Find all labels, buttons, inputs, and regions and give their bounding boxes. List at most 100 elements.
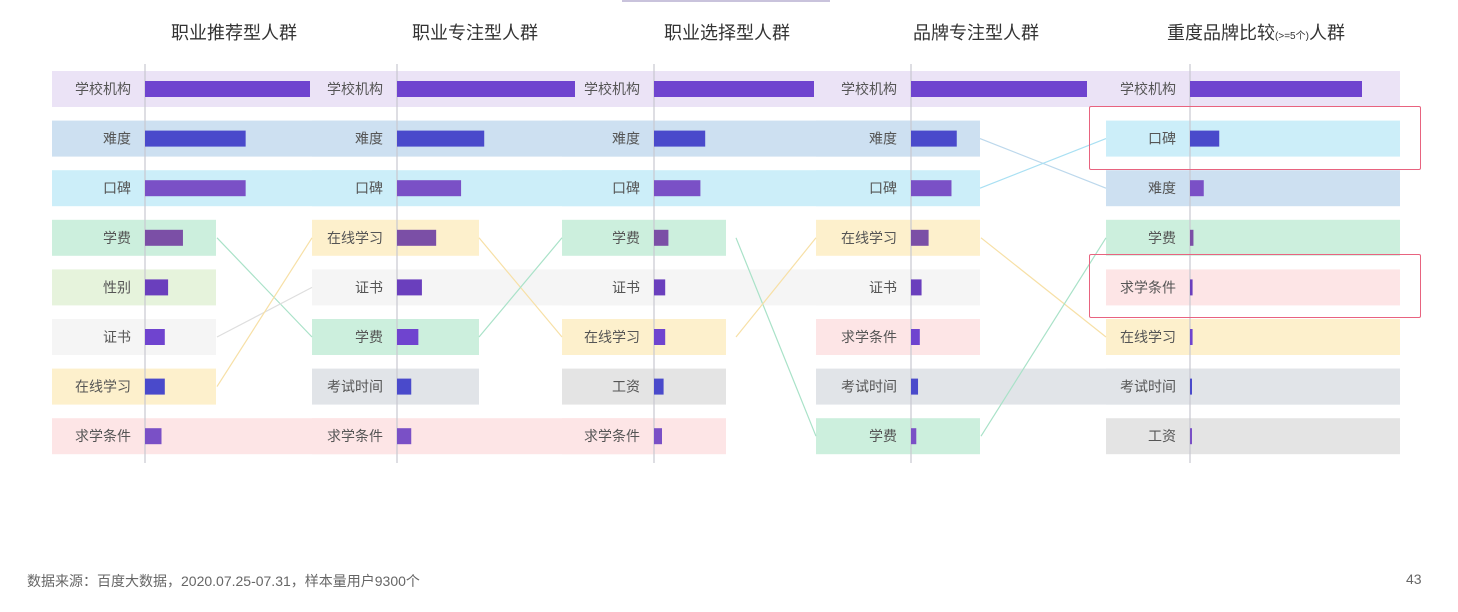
band-性别 bbox=[52, 269, 216, 306]
bar-难度 bbox=[654, 130, 706, 147]
band-口碑 bbox=[1106, 120, 1400, 157]
band-学费 bbox=[1106, 219, 1400, 256]
category-label-求学条件: 求学条件 bbox=[584, 428, 640, 444]
category-label-考试时间: 考试时间 bbox=[327, 379, 383, 395]
bar-口碑 bbox=[397, 180, 462, 197]
band-在线学习 bbox=[816, 219, 980, 256]
highlight-box-求学条件 bbox=[1089, 254, 1421, 319]
bar-工资 bbox=[1190, 428, 1192, 445]
category-label-学费: 学费 bbox=[103, 230, 131, 246]
category-label-性别: 性别 bbox=[103, 279, 131, 295]
bar-学费 bbox=[1190, 229, 1194, 246]
category-label-口碑: 口碑 bbox=[355, 180, 383, 196]
category-label-求学条件: 求学条件 bbox=[75, 428, 131, 444]
bar-学校机构 bbox=[911, 81, 1087, 97]
column-title-4: 品牌专注型人群 bbox=[913, 23, 1039, 43]
band-学费 bbox=[562, 219, 726, 256]
bar-考试时间 bbox=[1190, 378, 1192, 395]
category-label-在线学习: 在线学习 bbox=[841, 230, 897, 246]
category-label-学校机构: 学校机构 bbox=[584, 81, 640, 97]
bar-学校机构 bbox=[1190, 81, 1362, 97]
bar-难度 bbox=[397, 130, 485, 147]
category-label-难度: 难度 bbox=[612, 131, 640, 147]
bar-学费 bbox=[397, 329, 419, 345]
bar-学费 bbox=[145, 229, 183, 246]
bar-学校机构 bbox=[654, 81, 814, 97]
connector-学费 bbox=[735, 237, 817, 437]
bar-证书 bbox=[397, 279, 422, 296]
category-label-难度: 难度 bbox=[1148, 180, 1176, 196]
column-title-3: 职业选择型人群 bbox=[664, 23, 790, 43]
category-label-学费: 学费 bbox=[612, 230, 640, 246]
band-学费 bbox=[312, 319, 479, 355]
bar-求学条件 bbox=[654, 428, 662, 445]
band-考试时间 bbox=[1106, 368, 1400, 405]
category-label-口碑: 口碑 bbox=[103, 180, 131, 196]
band-证书 bbox=[816, 269, 980, 306]
bars bbox=[145, 81, 1362, 445]
bar-在线学习 bbox=[1190, 329, 1193, 345]
connector-学费 bbox=[980, 237, 1107, 437]
band-求学条件 bbox=[1106, 269, 1400, 306]
category-label-难度: 难度 bbox=[355, 131, 383, 147]
category-label-求学条件: 求学条件 bbox=[327, 428, 383, 444]
bar-性别 bbox=[145, 279, 169, 296]
band-学费 bbox=[816, 418, 980, 455]
band-难度 bbox=[1106, 170, 1400, 207]
category-label-证书: 证书 bbox=[355, 279, 383, 295]
connector-学费 bbox=[478, 237, 563, 338]
band-考试时间 bbox=[312, 368, 479, 405]
footer-source: 数据来源：百度大数据，2020.07.25-07.31，样本量用户9300个 bbox=[27, 573, 420, 589]
connector-在线学习 bbox=[735, 237, 817, 338]
category-label-考试时间: 考试时间 bbox=[841, 379, 897, 395]
connector-口碑 bbox=[979, 138, 1107, 189]
bar-求学条件 bbox=[145, 428, 162, 445]
band-在线学习 bbox=[1106, 319, 1400, 355]
category-label-口碑: 口碑 bbox=[612, 180, 640, 196]
category-label-口碑: 口碑 bbox=[1148, 131, 1176, 147]
connector-学费 bbox=[216, 237, 313, 338]
category-label-求学条件: 求学条件 bbox=[841, 329, 897, 345]
category-label-学费: 学费 bbox=[355, 329, 383, 345]
category-label-学校机构: 学校机构 bbox=[75, 81, 131, 97]
connector-在线学习 bbox=[216, 237, 313, 387]
bar-口碑 bbox=[1190, 130, 1220, 147]
band-口碑 bbox=[816, 170, 980, 207]
bar-求学条件 bbox=[911, 329, 920, 345]
bar-证书 bbox=[654, 279, 666, 296]
bar-学校机构 bbox=[145, 81, 310, 97]
bar-学费 bbox=[911, 428, 917, 445]
category-label-学校机构: 学校机构 bbox=[841, 81, 897, 97]
category-label-学校机构: 学校机构 bbox=[1120, 81, 1176, 97]
column-title-5-sub: (>=5个) bbox=[1275, 31, 1309, 42]
category-label-学校机构: 学校机构 bbox=[327, 81, 383, 97]
category-label-在线学习: 在线学习 bbox=[75, 379, 131, 395]
bar-证书 bbox=[911, 279, 922, 296]
bar-考试时间 bbox=[397, 378, 412, 395]
band-在线学习 bbox=[562, 319, 726, 355]
category-label-难度: 难度 bbox=[103, 131, 131, 147]
bar-难度 bbox=[145, 130, 246, 147]
column-title-1: 职业推荐型人群 bbox=[171, 23, 297, 43]
ranking-chart: 学校机构难度口碑学费性别证书在线学习求学条件学校机构难度口碑在线学习证书学费考试… bbox=[52, 64, 1400, 463]
category-label-工资: 工资 bbox=[1148, 428, 1176, 444]
bar-求学条件 bbox=[1190, 279, 1193, 296]
bar-考试时间 bbox=[911, 378, 919, 395]
top-accent-line bbox=[622, 0, 830, 2]
category-labels: 学校机构难度口碑学费性别证书在线学习求学条件学校机构难度口碑在线学习证书学费考试… bbox=[75, 81, 1176, 444]
bar-学校机构 bbox=[397, 81, 575, 97]
category-label-证书: 证书 bbox=[103, 329, 131, 345]
category-label-证书: 证书 bbox=[869, 279, 897, 295]
bar-难度 bbox=[911, 130, 957, 147]
band-工资 bbox=[1106, 418, 1400, 455]
band-在线学习 bbox=[52, 368, 216, 405]
category-label-在线学习: 在线学习 bbox=[584, 329, 640, 345]
bar-口碑 bbox=[145, 180, 246, 197]
column-title-5: 重度品牌比较(>=5个)人群 bbox=[1167, 23, 1345, 43]
bar-在线学习 bbox=[397, 229, 437, 246]
bar-难度 bbox=[1190, 180, 1204, 197]
bar-在线学习 bbox=[911, 229, 929, 246]
band-学费 bbox=[52, 219, 216, 256]
bar-口碑 bbox=[654, 180, 701, 197]
band-工资 bbox=[562, 368, 726, 405]
